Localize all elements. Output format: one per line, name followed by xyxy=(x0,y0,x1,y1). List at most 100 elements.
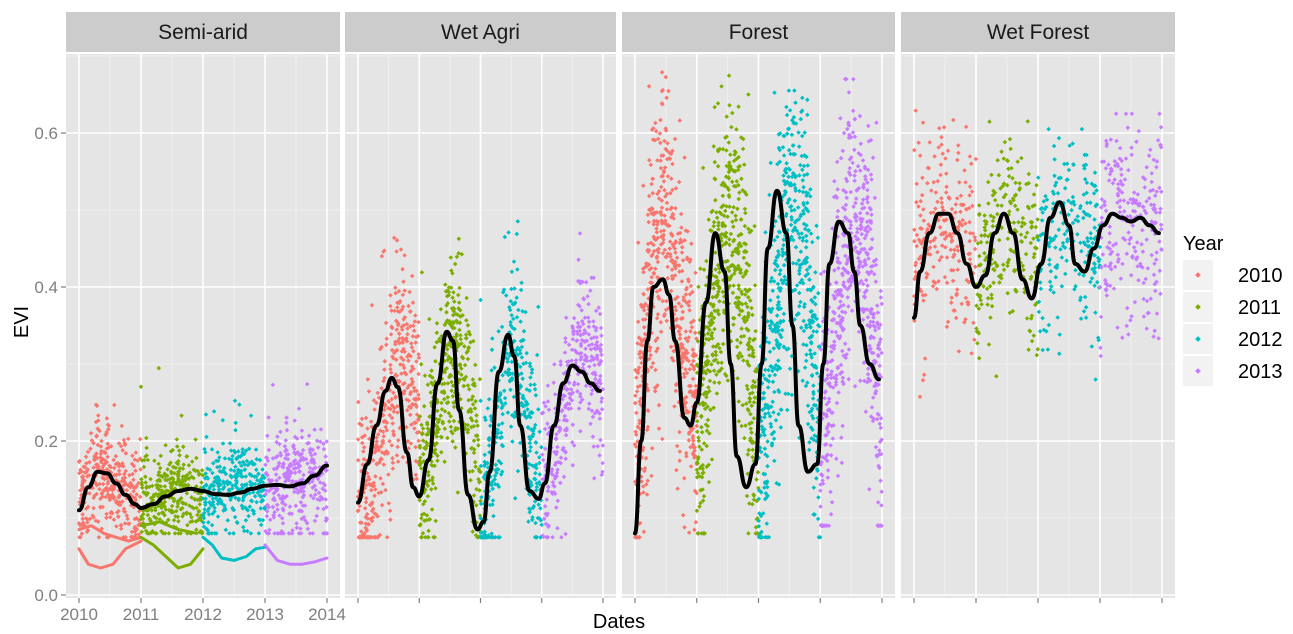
data-point xyxy=(191,467,197,473)
data-point xyxy=(124,488,130,493)
data-point xyxy=(131,477,136,482)
data-point xyxy=(212,505,217,511)
data-point xyxy=(138,384,144,390)
data-point xyxy=(186,476,192,481)
data-point xyxy=(156,461,161,467)
data-point xyxy=(242,467,247,473)
data-point xyxy=(208,501,213,506)
data-point xyxy=(85,474,90,479)
data-point xyxy=(240,498,246,503)
data-point xyxy=(169,503,175,509)
data-point xyxy=(87,460,92,465)
strip-label: Semi-arid xyxy=(158,21,248,44)
data-point xyxy=(230,453,235,459)
data-point xyxy=(216,484,221,489)
data-point xyxy=(122,442,128,448)
data-point xyxy=(202,446,207,452)
data-point xyxy=(225,481,231,487)
data-point xyxy=(181,444,186,450)
data-point xyxy=(119,423,125,429)
data-point xyxy=(228,473,233,478)
data-point xyxy=(145,457,151,463)
data-point xyxy=(133,468,138,474)
data-point xyxy=(233,483,238,488)
data-point xyxy=(213,495,219,501)
data-point xyxy=(246,446,252,452)
data-point xyxy=(123,468,129,474)
data-point xyxy=(241,493,247,499)
data-point xyxy=(158,473,164,479)
data-point xyxy=(180,477,185,482)
data-point xyxy=(215,475,221,480)
data-point xyxy=(144,492,149,498)
data-point xyxy=(158,453,164,459)
data-point xyxy=(203,500,209,505)
data-point xyxy=(215,464,220,470)
data-point xyxy=(244,506,249,512)
data-point xyxy=(182,474,188,480)
data-point xyxy=(257,457,263,463)
data-point xyxy=(212,475,218,481)
data-point xyxy=(258,489,264,494)
data-point xyxy=(233,478,239,483)
data-point xyxy=(197,502,203,507)
data-point xyxy=(260,473,265,479)
data-point xyxy=(93,402,99,408)
data-point xyxy=(222,503,227,508)
data-point xyxy=(159,505,164,511)
data-point xyxy=(143,454,148,459)
data-point xyxy=(180,505,185,511)
data-point xyxy=(236,449,241,454)
data-point xyxy=(202,507,207,512)
data-point xyxy=(199,480,204,485)
data-point xyxy=(237,460,242,465)
data-point xyxy=(243,448,249,453)
data-point xyxy=(234,456,240,461)
data-point xyxy=(232,468,237,474)
data-point xyxy=(149,508,155,513)
data-point xyxy=(210,470,215,476)
data-point xyxy=(147,484,152,490)
data-point xyxy=(105,441,111,447)
data-point xyxy=(258,522,264,528)
data-point xyxy=(168,460,173,465)
data-point xyxy=(163,442,168,448)
data-point xyxy=(240,447,245,452)
data-point xyxy=(186,482,191,488)
data-point xyxy=(227,441,233,446)
data-point xyxy=(156,469,162,475)
data-point xyxy=(236,467,241,473)
data-point xyxy=(258,506,264,511)
data-point xyxy=(120,448,125,453)
data-point xyxy=(169,484,174,489)
data-point xyxy=(175,501,181,507)
data-point xyxy=(256,471,261,477)
data-point xyxy=(108,444,114,449)
data-point xyxy=(144,435,149,441)
data-point xyxy=(94,462,99,467)
data-point xyxy=(175,504,180,509)
data-point xyxy=(200,496,206,501)
data-point xyxy=(205,466,210,471)
data-point xyxy=(219,469,224,475)
data-point xyxy=(193,497,198,502)
data-point xyxy=(254,456,259,462)
data-point xyxy=(255,490,261,496)
data-point xyxy=(189,495,194,500)
data-point xyxy=(112,465,117,471)
data-point xyxy=(233,427,238,433)
data-point xyxy=(122,482,127,488)
data-point xyxy=(233,495,238,501)
data-point xyxy=(226,487,232,492)
data-point xyxy=(138,467,143,472)
data-point xyxy=(203,412,209,417)
data-point xyxy=(180,483,186,489)
data-point xyxy=(126,436,131,442)
data-point xyxy=(232,398,238,404)
data-point xyxy=(234,474,239,479)
data-point xyxy=(260,480,266,485)
data-point xyxy=(179,413,184,418)
data-point xyxy=(253,447,259,452)
data-point xyxy=(248,413,254,418)
data-point xyxy=(193,437,198,442)
